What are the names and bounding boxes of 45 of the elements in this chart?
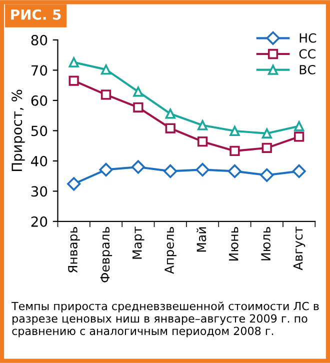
y-tick-label: 80 <box>31 34 48 46</box>
y-tick-label: 20 <box>31 216 48 227</box>
legend-label: НС <box>300 33 316 43</box>
x-tick-label: Август <box>293 226 306 270</box>
point <box>197 120 208 130</box>
point <box>165 123 176 134</box>
point <box>68 76 79 86</box>
legend-label: ВС <box>300 64 316 74</box>
point <box>262 142 272 153</box>
point <box>294 132 304 142</box>
y-axis-title: Прирост, % <box>12 90 25 171</box>
x-tick-label: Март <box>132 226 144 259</box>
x-tick-label: Апрель <box>164 227 176 274</box>
point <box>131 160 145 174</box>
point <box>230 126 240 136</box>
point <box>260 168 274 182</box>
legend-label: СС <box>299 49 316 59</box>
y-tick-label: 50 <box>31 126 48 136</box>
point <box>165 108 176 119</box>
point <box>292 164 306 178</box>
point <box>68 57 79 68</box>
y-tick-label: 70 <box>31 65 48 76</box>
chart-title: РИС. 5 <box>11 9 61 20</box>
y-tick-label: 60 <box>31 95 48 106</box>
point <box>196 162 210 176</box>
point <box>99 162 113 176</box>
y-tick-label: 30 <box>31 186 48 197</box>
point <box>262 128 272 138</box>
point <box>230 146 240 156</box>
point <box>228 164 242 178</box>
point <box>197 136 208 147</box>
point <box>100 64 112 75</box>
x-tick-label: Июль <box>261 227 271 260</box>
x-tick-label: Май <box>196 227 206 252</box>
x-tick-label: Февраль <box>100 227 112 282</box>
x-tick-label: Январь <box>68 227 80 273</box>
point <box>164 164 178 178</box>
point <box>100 90 112 100</box>
point <box>294 121 304 132</box>
point <box>133 102 144 112</box>
text: Темпы прироста средневзвешенной стоимости ЛС в разрезе ценовых ниш в январе–августе 2009 г. по сравнению с аналогичным периодом 2008 г. <box>12 302 319 338</box>
point <box>133 86 144 97</box>
point <box>67 177 81 191</box>
y-tick-label: 40 <box>31 156 48 166</box>
x-tick-label: Июнь <box>229 227 238 260</box>
